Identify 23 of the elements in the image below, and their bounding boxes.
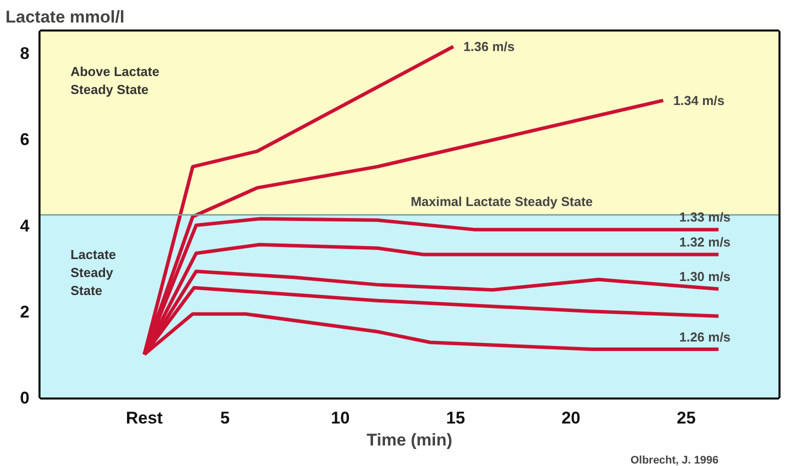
x-tick-label: 10: [330, 408, 350, 428]
y-tick-label: 2: [20, 302, 30, 322]
x-tick-label: Rest: [126, 408, 164, 428]
series-label: 1.34 m/s: [673, 92, 725, 108]
y-tick-label: 4: [20, 216, 30, 236]
ref-line-label: Maximal Lactate Steady State: [410, 194, 593, 209]
band-label: Above Lactate Steady State: [70, 64, 160, 97]
series-label: 1.32 m/s: [679, 234, 731, 250]
x-tick-label: 25: [676, 408, 696, 428]
x-axis-title: Time (min): [366, 430, 452, 450]
x-tick-label: 15: [446, 408, 466, 428]
x-tick-label: 5: [220, 408, 230, 428]
y-tick-label: 6: [20, 130, 30, 150]
series-label: 1.33 m/s: [679, 210, 731, 225]
series-label: 1.26 m/s: [679, 329, 731, 344]
band-label: Lactate Steady State: [70, 247, 116, 298]
y-tick-label: 8: [20, 44, 30, 64]
x-tick-label: 20: [561, 408, 580, 428]
y-tick-label: 0: [20, 388, 30, 408]
series-label: 1.30 m/s: [679, 268, 731, 284]
y-axis-title: Lactate mmol/l: [6, 8, 125, 26]
text: Olbrecht, J. 1996: [630, 454, 719, 466]
series-label: 1.36 m/s: [463, 39, 515, 54]
